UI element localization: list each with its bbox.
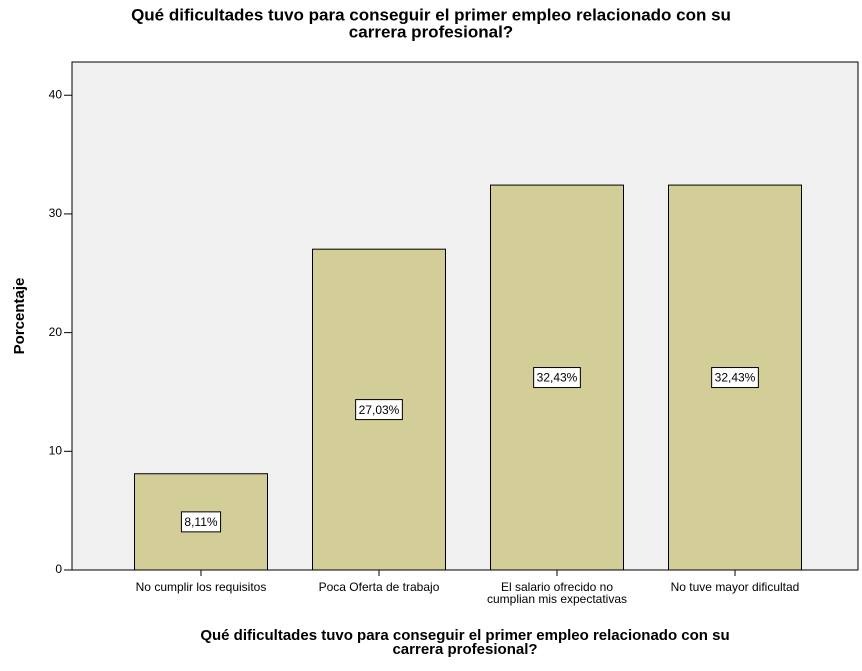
y-tick-label: 20 <box>49 325 63 339</box>
value-label: 8,11% <box>184 515 217 529</box>
value-label-box <box>711 367 759 389</box>
y-axis-label: Porcentaje <box>11 278 28 355</box>
y-tick-label: 30 <box>49 206 63 220</box>
x-axis-label: Qué dificultades tuvo para conseguir el … <box>200 627 729 644</box>
chart-title: carrera profesional? <box>349 22 513 41</box>
value-label: 32,43% <box>537 371 578 385</box>
x-tick-label: El salario ofrecido no <box>501 580 613 594</box>
value-label: 32,43% <box>715 371 756 385</box>
x-tick-label: No cumplir los requisitos <box>136 580 267 594</box>
y-tick-label: 40 <box>49 87 63 101</box>
x-axis-label: carrera profesional? <box>392 641 537 658</box>
x-tick-label: Poca Oferta de trabajo <box>319 580 440 594</box>
x-tick-label: No tuve mayor dificultad <box>671 580 800 594</box>
x-tick-label: cumplian mis expectativas <box>487 592 627 606</box>
value-label-box <box>355 399 403 421</box>
value-label-box <box>180 511 222 533</box>
y-tick-label: 10 <box>49 443 63 457</box>
value-label-box <box>533 367 581 389</box>
chart-title: Qué dificultades tuvo para conseguir el … <box>131 5 731 24</box>
value-label: 27,03% <box>359 403 400 417</box>
y-tick-label: 0 <box>55 562 62 576</box>
